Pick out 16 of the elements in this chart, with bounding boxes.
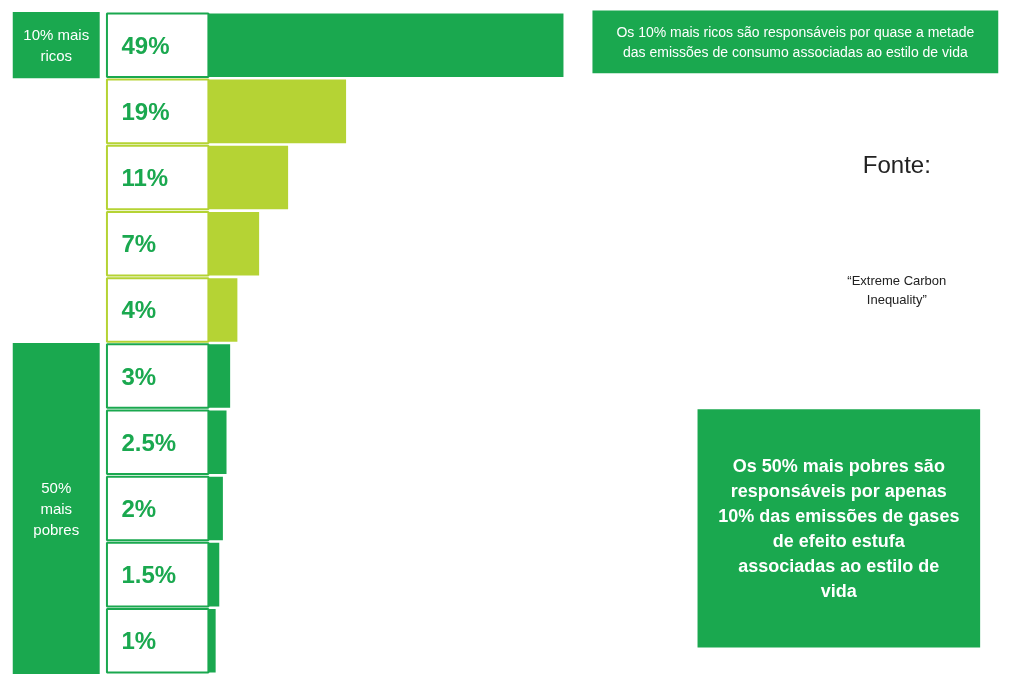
text: Os 50% mais pobres são responsáveis por apenas 10% das emissões de gases de efeito estufa associadas ao estilo de vida: [718, 455, 960, 601]
text: 10% mais ricos: [23, 26, 90, 65]
data-label: 2%: [121, 494, 157, 522]
text: Os 10% mais ricos são responsáveis por quase a metade das emissões de consumo associadas ao estilo de vida: [616, 23, 975, 60]
data-label: 49%: [121, 31, 170, 59]
data-label: 3%: [121, 362, 157, 390]
text: 50% mais pobres: [33, 478, 80, 539]
data-label: 2.5%: [121, 428, 177, 456]
data-label: 19%: [121, 97, 170, 125]
source-note: Fonte:: [862, 150, 931, 178]
text: “Extreme Carbon Inequality”: [847, 273, 947, 307]
data-label: 4%: [121, 296, 157, 324]
data-label: 1%: [121, 627, 157, 655]
data-label: 1.5%: [121, 561, 177, 589]
data-label: 7%: [121, 230, 157, 258]
data-label: 11%: [121, 164, 169, 192]
